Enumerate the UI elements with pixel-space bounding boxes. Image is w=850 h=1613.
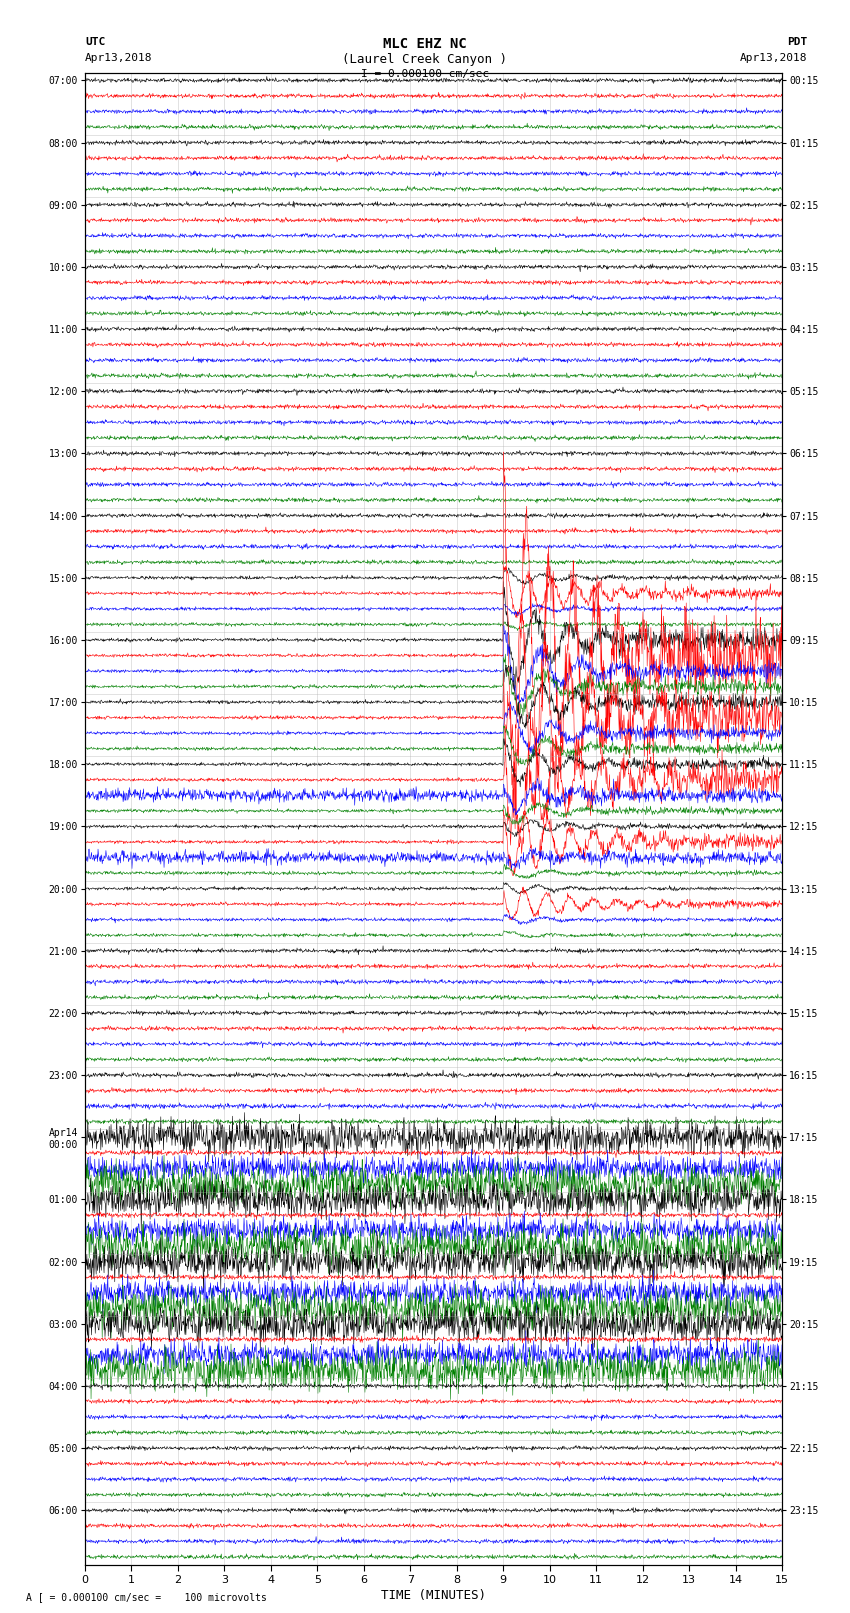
Text: Apr13,2018: Apr13,2018 bbox=[740, 53, 808, 63]
Text: PDT: PDT bbox=[787, 37, 808, 47]
Text: UTC: UTC bbox=[85, 37, 105, 47]
Text: Apr13,2018: Apr13,2018 bbox=[85, 53, 152, 63]
Text: I = 0.000100 cm/sec: I = 0.000100 cm/sec bbox=[361, 69, 489, 79]
X-axis label: TIME (MINUTES): TIME (MINUTES) bbox=[381, 1589, 486, 1602]
Text: A [ = 0.000100 cm/sec =    100 microvolts: A [ = 0.000100 cm/sec = 100 microvolts bbox=[26, 1592, 266, 1602]
Text: (Laurel Creek Canyon ): (Laurel Creek Canyon ) bbox=[343, 53, 507, 66]
Text: MLC EHZ NC: MLC EHZ NC bbox=[383, 37, 467, 52]
